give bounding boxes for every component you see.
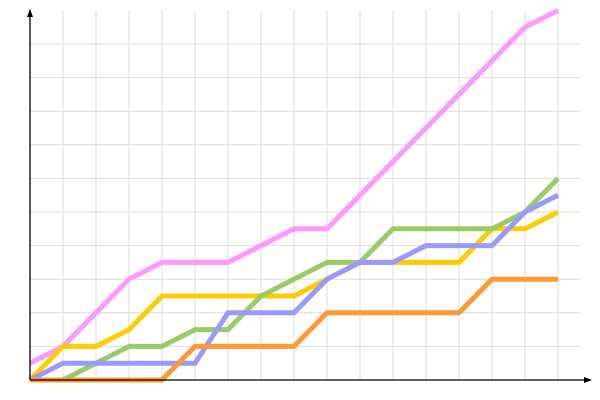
axes	[27, 9, 592, 383]
grid	[30, 10, 580, 380]
x-axis-arrow	[584, 377, 592, 383]
series-line-4	[28, 192, 560, 383]
y-axis-arrow	[27, 9, 33, 17]
series-line-3	[30, 176, 560, 383]
series-line-2	[28, 209, 560, 382]
series-line-1	[28, 8, 560, 366]
